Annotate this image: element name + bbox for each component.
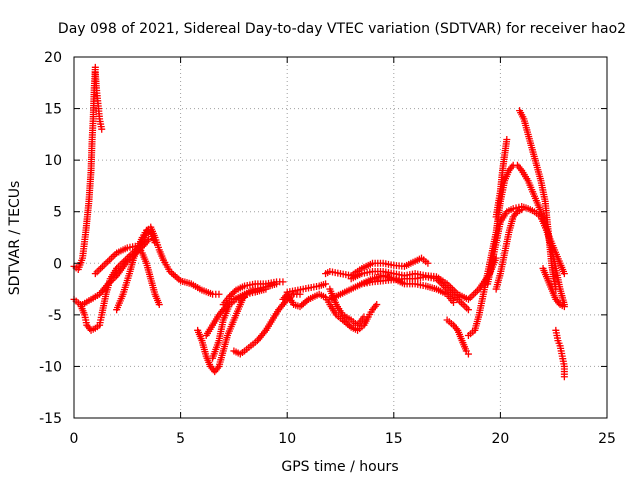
data-point: [448, 285, 456, 293]
x-tick-label: 20: [491, 431, 509, 447]
series-arc-v: [492, 136, 511, 221]
series-arc-y: [552, 326, 568, 381]
y-tick-label: -5: [48, 308, 62, 324]
y-axis-label: SDTVAR / TECUs: [7, 181, 23, 296]
x-axis-label: GPS time / hours: [281, 459, 398, 475]
axis-ticks: [73, 56, 608, 419]
series-arc-x: [539, 264, 568, 311]
series-arc-j: [209, 293, 249, 362]
series-arc-r: [358, 272, 457, 306]
data-point: [151, 239, 159, 247]
data-point: [464, 306, 472, 314]
data-point: [518, 206, 526, 214]
series-arc-f: [113, 226, 159, 314]
data-point: [104, 258, 112, 266]
data-point: [459, 301, 467, 309]
data-point: [91, 270, 99, 278]
y-tick-label: -10: [39, 359, 62, 375]
data-series: [70, 63, 568, 381]
data-point: [98, 125, 106, 133]
data-point: [145, 236, 153, 244]
y-tick-labels: -15 -10 -5 0 5 10 15 20: [39, 50, 62, 427]
data-point: [241, 293, 249, 301]
data-point: [109, 252, 117, 260]
data-point: [360, 313, 368, 321]
data-point: [466, 294, 474, 302]
series-arc-s: [443, 316, 472, 358]
y-tick-label: 15: [44, 102, 62, 118]
x-tick-label: 5: [176, 431, 185, 447]
y-tick-label: 5: [53, 205, 62, 221]
data-point: [107, 254, 115, 262]
data-point: [445, 282, 453, 290]
data-point: [463, 304, 471, 312]
series-arc-u: [484, 203, 568, 309]
data-point: [102, 259, 110, 267]
data-point: [560, 373, 568, 381]
data-point: [472, 289, 480, 297]
data-point: [473, 287, 481, 295]
data-point: [447, 283, 455, 291]
data-point: [98, 263, 106, 271]
data-point: [227, 291, 235, 299]
data-point: [503, 136, 511, 144]
data-point: [95, 266, 103, 274]
data-point: [560, 270, 568, 278]
x-tick-label: 25: [598, 431, 616, 447]
data-point: [155, 301, 163, 309]
data-point: [560, 303, 568, 311]
data-point: [470, 290, 478, 298]
data-point: [424, 259, 432, 267]
series-arc-z: [492, 206, 526, 293]
y-tick-label: -15: [39, 411, 62, 427]
series-arc-i: [219, 278, 287, 309]
y-tick-label: 10: [44, 153, 62, 169]
data-point: [279, 278, 287, 286]
data-point: [93, 268, 101, 276]
y-tick-label: 0: [53, 256, 62, 272]
series-arc-b: [91, 68, 106, 133]
x-tick-labels: 0 5 10 15 20 25: [70, 431, 616, 447]
series-arc-o: [322, 254, 432, 280]
data-point: [322, 280, 330, 288]
data-point: [461, 302, 469, 310]
y-tick-label: 20: [44, 50, 62, 66]
x-tick-label: 0: [70, 431, 79, 447]
data-point: [100, 261, 108, 269]
data-point: [226, 292, 234, 300]
series-arc-w: [516, 107, 560, 293]
data-point: [229, 289, 237, 297]
x-tick-label: 10: [278, 431, 296, 447]
data-point: [450, 287, 458, 295]
data-point: [106, 256, 114, 264]
data-point: [230, 288, 238, 296]
data-point: [449, 298, 457, 306]
data-point: [97, 264, 105, 272]
x-tick-label: 15: [385, 431, 403, 447]
plot-frame: [73, 56, 608, 419]
data-point: [373, 301, 381, 309]
series-arc-m: [283, 280, 330, 296]
series-arc-k: [230, 290, 304, 358]
chart-title: Day 098 of 2021, Sidereal Day-to-day VTE…: [58, 21, 626, 37]
data-point: [215, 290, 223, 298]
data-point: [464, 350, 472, 358]
